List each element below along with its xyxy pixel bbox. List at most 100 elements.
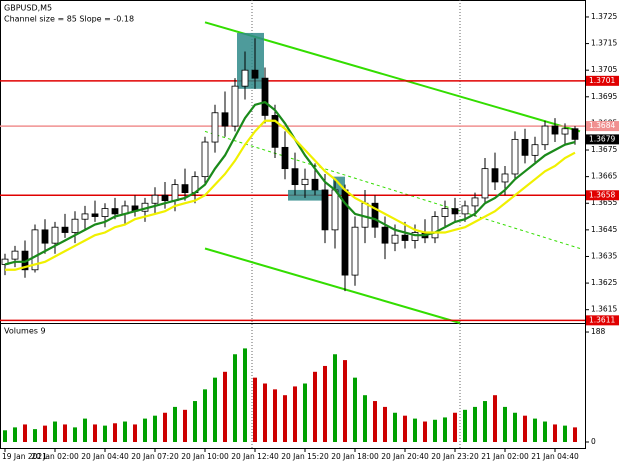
volume-bar bbox=[503, 406, 507, 442]
candle-body bbox=[241, 69, 249, 87]
volume-bar bbox=[363, 395, 367, 442]
candle-body bbox=[321, 189, 329, 231]
moving-average bbox=[5, 119, 576, 271]
volume-bar bbox=[13, 427, 17, 442]
candle-body bbox=[101, 208, 109, 217]
volume-bar bbox=[573, 427, 577, 442]
volume-bar bbox=[543, 421, 547, 442]
candle-body bbox=[251, 69, 259, 79]
y-tick-label: 1.3725 bbox=[591, 12, 617, 21]
volume-bar bbox=[23, 424, 27, 442]
volume-bar bbox=[433, 419, 437, 442]
volume-bar bbox=[533, 418, 537, 442]
candle-body bbox=[571, 128, 579, 140]
candle-body bbox=[51, 226, 59, 244]
candle-body bbox=[111, 208, 119, 215]
volume-bar bbox=[463, 409, 467, 442]
candle-body bbox=[11, 250, 19, 260]
volume-bar bbox=[513, 412, 517, 442]
volume-bar bbox=[373, 401, 377, 442]
candle-body bbox=[301, 178, 309, 186]
volume-bar bbox=[553, 424, 557, 442]
x-tick-label: 19 Jan 2021 bbox=[2, 452, 47, 461]
level-label: 1.3701 bbox=[589, 76, 615, 85]
candle-body bbox=[61, 226, 69, 233]
x-tick-label: 20 Jan 20:40 bbox=[381, 452, 429, 461]
level-label: 1.3611 bbox=[589, 315, 615, 324]
volume-bar bbox=[43, 425, 47, 442]
level-label: 1.3684 bbox=[589, 121, 615, 130]
level-label-box bbox=[586, 190, 619, 201]
volume-bar bbox=[263, 383, 267, 442]
candle-body bbox=[171, 184, 179, 201]
candle-body bbox=[511, 138, 519, 175]
x-tick-label: 20 Jan 23:20 bbox=[431, 452, 479, 461]
volume-bar bbox=[313, 371, 317, 442]
level-label-box bbox=[586, 121, 619, 132]
x-tick-label: 20 Jan 02:00 bbox=[31, 452, 79, 461]
candle-body bbox=[531, 144, 539, 156]
candle-body bbox=[351, 226, 359, 276]
volume-bar bbox=[143, 418, 147, 442]
volume-bar bbox=[163, 412, 167, 442]
volume-bar bbox=[523, 415, 527, 442]
candle-body bbox=[521, 138, 529, 156]
candle-body bbox=[491, 168, 499, 183]
volume-bar bbox=[183, 409, 187, 442]
candle-body bbox=[401, 234, 409, 241]
y-tick-label: 1.3715 bbox=[591, 39, 617, 48]
y-tick-label: 1.3695 bbox=[591, 92, 617, 101]
volume-bar bbox=[453, 412, 457, 442]
volume-bar bbox=[103, 425, 107, 442]
candle-body bbox=[151, 194, 159, 204]
y-tick-label: 1.3675 bbox=[591, 145, 617, 154]
volume-bar bbox=[33, 429, 37, 442]
volume-bar bbox=[253, 377, 257, 442]
volume-bar bbox=[173, 406, 177, 442]
indicator-label: Channel size = 85 Slope = -0.18 bbox=[4, 15, 134, 24]
volume-bar bbox=[293, 386, 297, 442]
volume-bar bbox=[473, 406, 477, 442]
volume-bar bbox=[63, 424, 67, 442]
candle-body bbox=[261, 77, 269, 116]
y-tick-label: 1.3645 bbox=[591, 225, 617, 234]
x-tick-label: 20 Jan 15:20 bbox=[281, 452, 329, 461]
candle-body bbox=[271, 115, 279, 148]
y-tick-label: 1.3655 bbox=[591, 198, 617, 207]
candle-body bbox=[181, 184, 189, 194]
last-price-box bbox=[586, 134, 619, 145]
x-tick-label: 20 Jan 18:00 bbox=[331, 452, 379, 461]
volume-bar bbox=[53, 421, 57, 442]
volume-bar bbox=[393, 412, 397, 442]
y-tick-label: 1.3625 bbox=[591, 278, 617, 287]
level-label: 1.3658 bbox=[589, 190, 615, 199]
candle-body bbox=[41, 229, 49, 244]
candle-body bbox=[551, 125, 559, 135]
x-tick-label: 21 Jan 02:00 bbox=[481, 452, 529, 461]
zone bbox=[237, 32, 264, 89]
volume-tick-label: 188 bbox=[591, 327, 606, 336]
candle-body bbox=[71, 218, 79, 233]
candle-body bbox=[281, 146, 289, 170]
candle-body bbox=[451, 208, 459, 215]
volume-bar bbox=[123, 421, 127, 442]
candle-body bbox=[461, 205, 469, 215]
volume-bar bbox=[383, 406, 387, 442]
x-tick-label: 20 Jan 04:40 bbox=[81, 452, 129, 461]
candle-body bbox=[371, 202, 379, 228]
candle-body bbox=[501, 173, 509, 183]
level-label-box bbox=[586, 315, 619, 326]
channel-line bbox=[204, 21, 581, 133]
candle-body bbox=[471, 197, 479, 207]
candle-body bbox=[431, 216, 439, 239]
x-tick-label: 21 Jan 04:40 bbox=[531, 452, 579, 461]
candle-body bbox=[441, 208, 449, 217]
volume-bar bbox=[303, 383, 307, 442]
volume-bar bbox=[493, 395, 497, 442]
candle-body bbox=[31, 229, 39, 271]
level-label-box bbox=[586, 75, 619, 86]
candle-body bbox=[381, 226, 389, 244]
volume-bar bbox=[203, 389, 207, 442]
